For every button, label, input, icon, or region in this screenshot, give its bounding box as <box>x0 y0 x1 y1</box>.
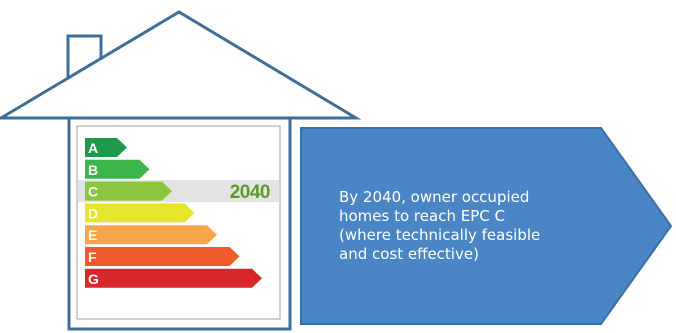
callout-line: homes to reach EPC C <box>339 207 505 225</box>
rating-band-letter: A <box>88 140 98 156</box>
rating-band-e <box>85 225 217 245</box>
callout-line: and cost effective) <box>339 245 479 263</box>
rating-band-c <box>85 181 172 201</box>
rating-band-letter: G <box>88 271 99 287</box>
house-roof <box>0 10 362 120</box>
rating-band-d <box>85 203 195 223</box>
rating-band-g <box>85 268 262 288</box>
rating-band-letter: C <box>88 184 98 200</box>
rating-band-letter: B <box>88 162 98 178</box>
callout-text: By 2040, owner occupied homes to reach E… <box>339 188 549 264</box>
rating-band-letter: D <box>88 205 98 221</box>
rating-band-letter: E <box>88 227 97 243</box>
rating-band-a <box>85 138 127 157</box>
rating-band-letter: F <box>88 249 97 265</box>
rating-band-f <box>85 247 240 266</box>
callout-line: By 2040, owner occupied <box>339 188 530 206</box>
callout-line: (where technically feasible <box>339 226 541 244</box>
target-year-label: 2040 <box>230 182 270 203</box>
callout-arrow <box>300 127 673 325</box>
rating-band-b <box>85 159 150 179</box>
